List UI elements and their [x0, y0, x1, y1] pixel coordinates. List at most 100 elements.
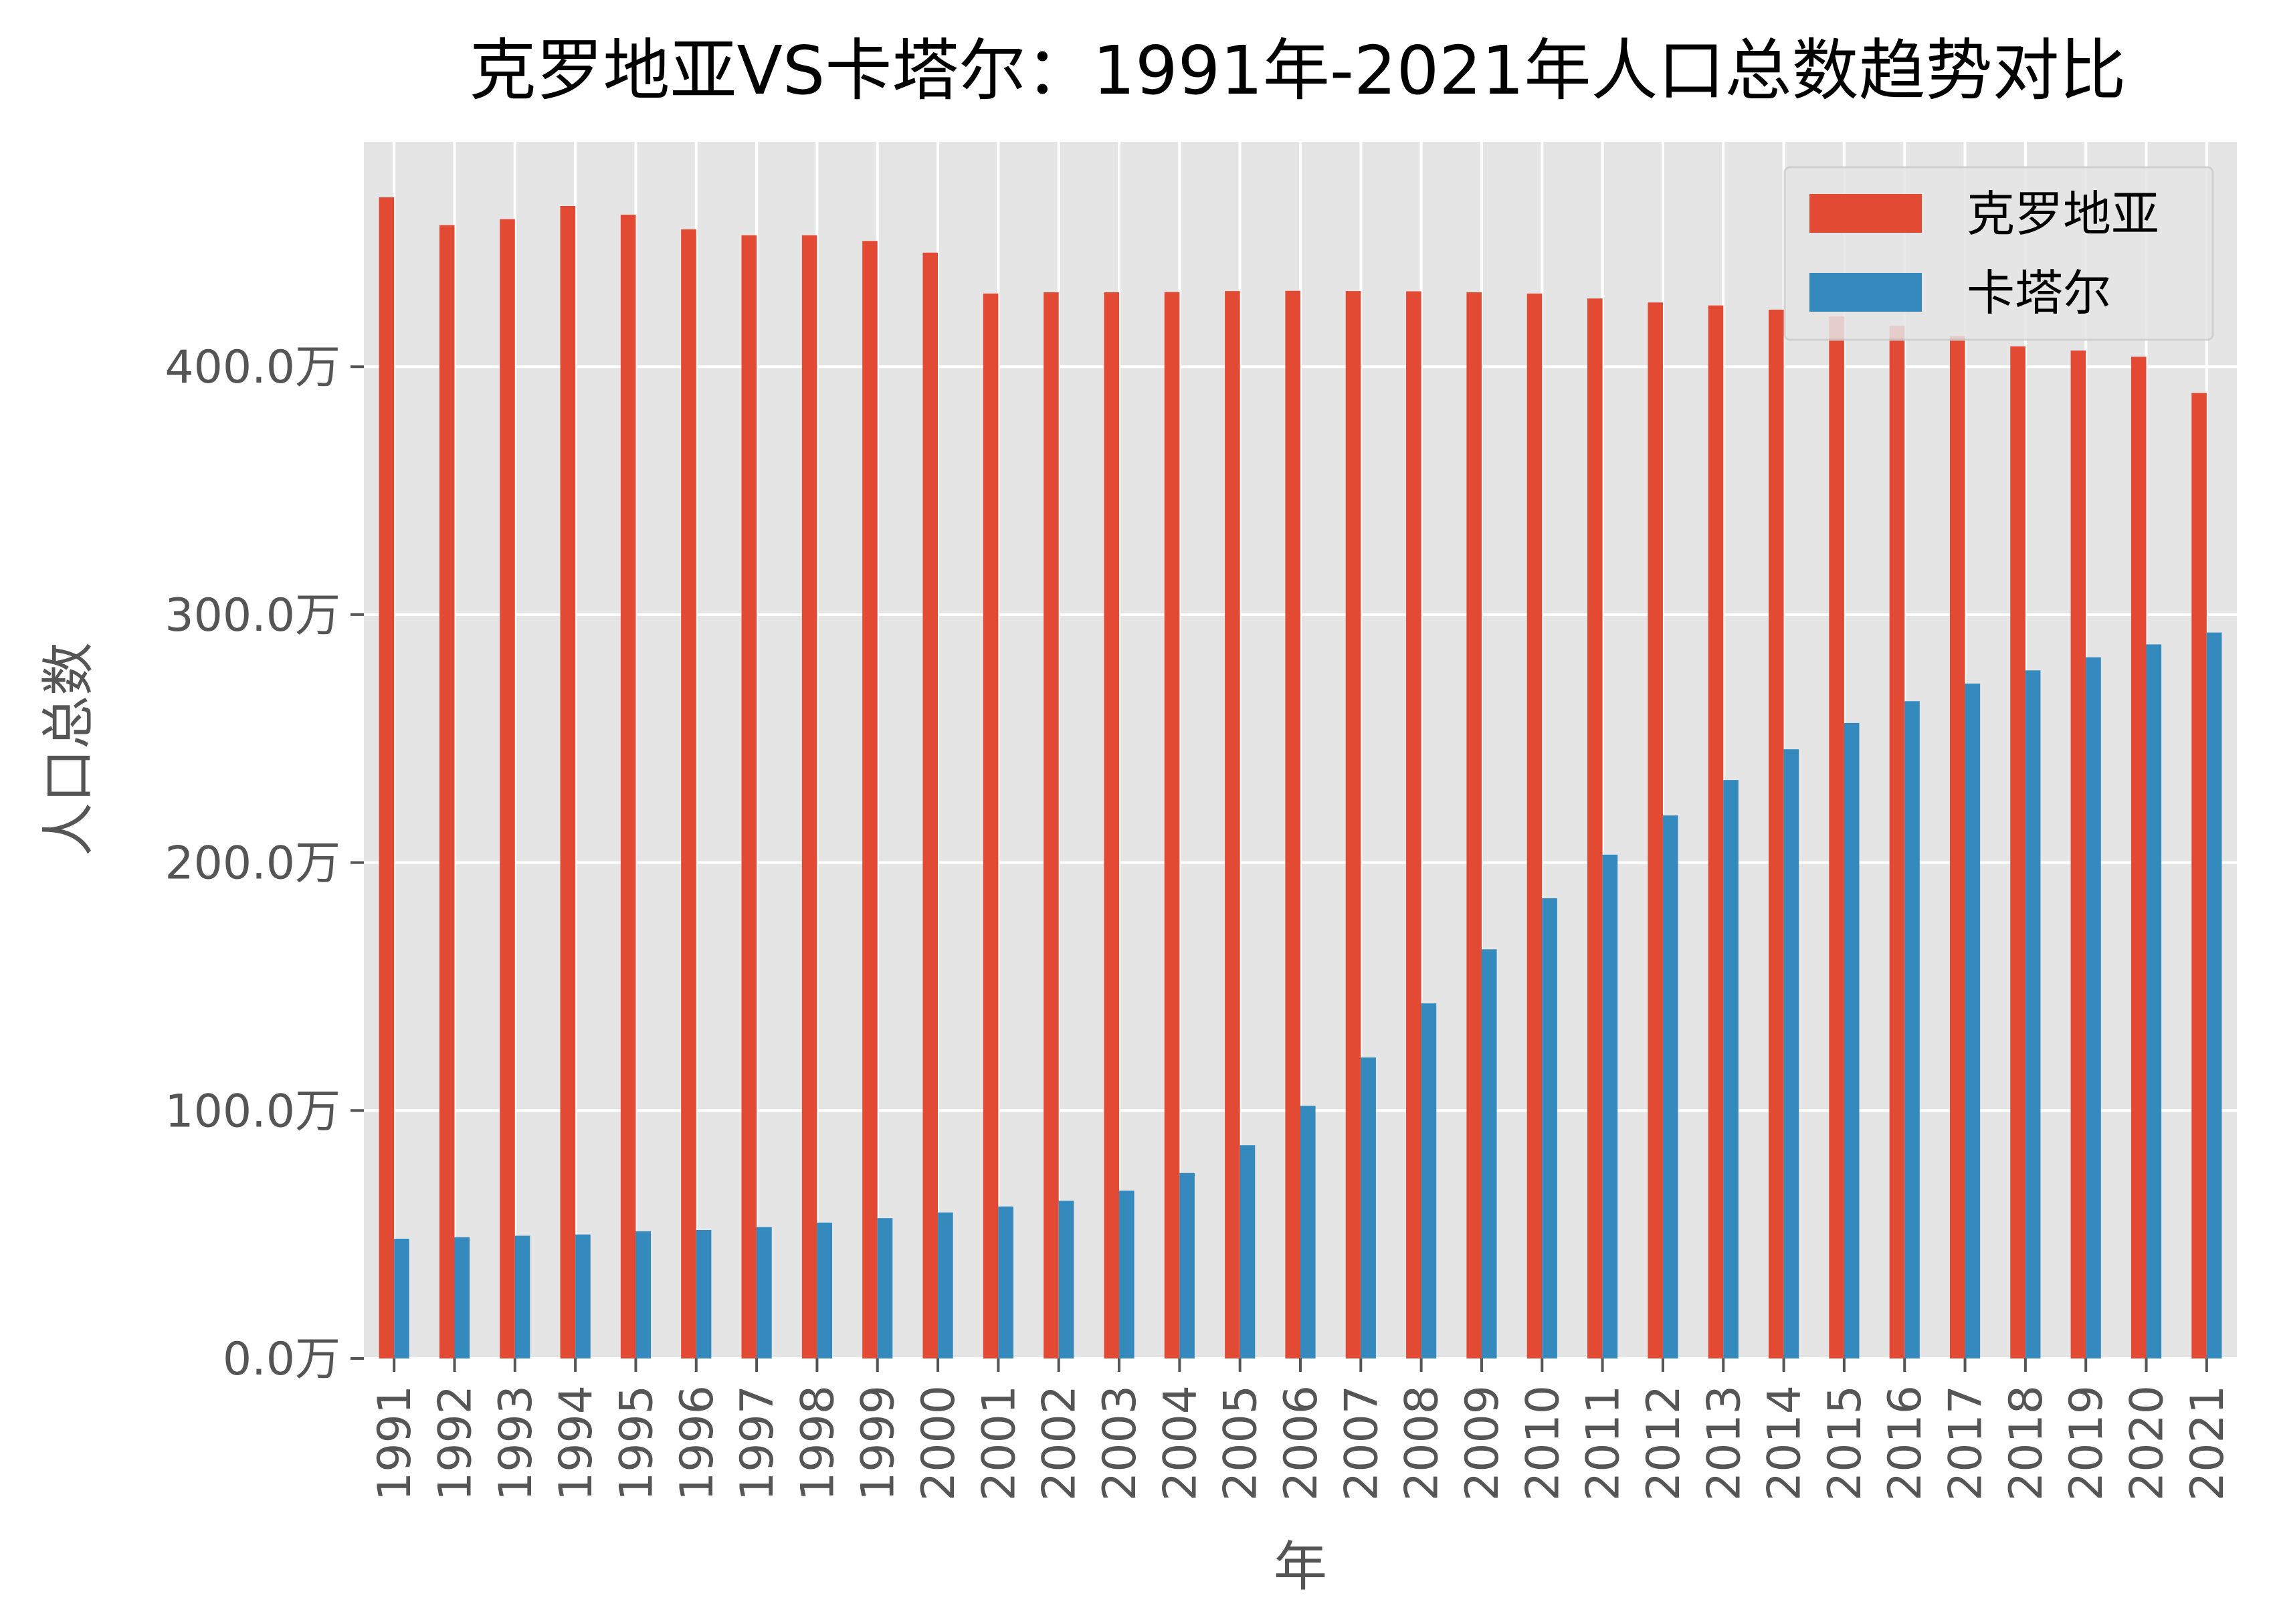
bar-qatar-2020 [2146, 644, 2162, 1358]
bar-qatar-2009 [1481, 949, 1497, 1358]
bar-croatia-2015 [1829, 316, 1844, 1358]
bar-croatia-2003 [1104, 292, 1120, 1358]
bar-croatia-2010 [1526, 293, 1543, 1359]
bar-croatia-2000 [922, 252, 938, 1358]
x-tick-label: 1994 [550, 1385, 603, 1501]
x-tick-label: 1991 [369, 1385, 421, 1501]
x-tick-label: 2018 [2000, 1385, 2053, 1501]
bar-qatar-1995 [635, 1231, 652, 1358]
x-tick-label: 2006 [1275, 1385, 1328, 1501]
bar-qatar-2016 [1904, 701, 1920, 1358]
bar-croatia-2021 [2191, 393, 2207, 1359]
bar-croatia-2008 [1406, 291, 1421, 1358]
bar-croatia-1996 [681, 229, 696, 1358]
legend: 克罗地亚 卡塔尔 [1783, 166, 2214, 341]
x-tick-label: 2003 [1094, 1385, 1147, 1501]
bar-qatar-1998 [817, 1222, 832, 1358]
bar-qatar-1992 [454, 1237, 470, 1358]
x-tick-label: 2007 [1335, 1385, 1388, 1501]
x-tick-label: 1993 [490, 1385, 542, 1501]
bar-qatar-2021 [2206, 632, 2222, 1359]
bar-croatia-2009 [1466, 292, 1482, 1358]
bar-croatia-1998 [801, 235, 817, 1359]
bar-qatar-2013 [1723, 780, 1739, 1358]
x-tick-label: 2019 [2060, 1385, 2113, 1501]
bar-qatar-1999 [877, 1218, 893, 1358]
bar-croatia-1997 [741, 235, 757, 1359]
bar-qatar-2008 [1421, 1003, 1437, 1358]
bar-qatar-1991 [394, 1238, 409, 1358]
bar-croatia-1992 [439, 225, 455, 1359]
bar-croatia-1999 [862, 241, 878, 1359]
y-tick-label: 100.0万 [165, 1085, 340, 1138]
x-tick-label: 2008 [1396, 1385, 1449, 1501]
bar-croatia-2006 [1285, 290, 1300, 1359]
legend-swatch-croatia [1809, 194, 1922, 233]
x-tick-label: 2010 [1516, 1385, 1569, 1501]
bar-croatia-2012 [1648, 302, 1663, 1358]
bar-croatia-1995 [620, 214, 636, 1358]
x-tick-label: 2005 [1215, 1385, 1268, 1501]
bar-croatia-1993 [500, 219, 515, 1358]
bar-croatia-2014 [1769, 309, 1784, 1359]
x-tick-label: 2000 [912, 1385, 965, 1501]
x-tick-label: 1992 [429, 1385, 482, 1501]
y-tick-label: 0.0万 [223, 1333, 340, 1386]
bar-qatar-2004 [1179, 1173, 1195, 1358]
bar-croatia-2005 [1225, 291, 1240, 1359]
bar-croatia-2018 [2010, 346, 2025, 1359]
bar-croatia-2001 [983, 293, 999, 1359]
y-tick-label: 200.0万 [165, 837, 340, 890]
x-tick-label: 1995 [610, 1385, 663, 1501]
x-tick-label: 2009 [1456, 1385, 1509, 1501]
bar-qatar-2000 [938, 1212, 953, 1358]
x-tick-label: 2013 [1698, 1385, 1751, 1501]
bar-croatia-1994 [560, 206, 576, 1358]
bar-qatar-2012 [1662, 815, 1678, 1358]
x-tick-label: 1998 [791, 1385, 844, 1501]
bar-qatar-2003 [1119, 1191, 1134, 1358]
x-tick-label: 1996 [671, 1385, 724, 1501]
bar-croatia-2020 [2131, 357, 2147, 1358]
legend-label-qatar: 卡塔尔 [1967, 265, 2111, 321]
x-tick-label: 2014 [1759, 1385, 1811, 1501]
x-tick-label: 2002 [1033, 1385, 1086, 1501]
bar-croatia-2016 [1889, 326, 1905, 1358]
bar-croatia-2013 [1708, 305, 1724, 1358]
y-axis-label: 人口总数 [37, 642, 100, 856]
x-tick-label: 2016 [1879, 1385, 1932, 1501]
bar-croatia-2019 [2070, 350, 2086, 1358]
bar-qatar-2011 [1602, 854, 1618, 1358]
x-tick-label: 2012 [1638, 1385, 1690, 1501]
bar-qatar-1994 [575, 1234, 591, 1358]
bar-qatar-1993 [514, 1235, 530, 1358]
y-tick-label: 400.0万 [165, 341, 340, 394]
x-tick-label: 2011 [1577, 1385, 1630, 1501]
x-tick-label: 1997 [731, 1385, 784, 1501]
bar-qatar-2006 [1300, 1106, 1316, 1358]
bar-croatia-1991 [379, 197, 395, 1359]
bar-croatia-2002 [1044, 292, 1059, 1358]
x-tick-label: 2017 [1940, 1385, 1993, 1501]
bar-qatar-2010 [1542, 898, 1557, 1358]
bar-croatia-2007 [1345, 291, 1361, 1359]
bar-qatar-1996 [696, 1229, 712, 1358]
bar-qatar-2001 [998, 1206, 1013, 1358]
x-tick-label: 2015 [1819, 1385, 1872, 1501]
bar-croatia-2017 [1949, 336, 1965, 1358]
chart-title: 克罗地亚VS卡塔尔：1991年-2021年人口总数趋势对比 [470, 31, 2127, 110]
x-tick-label: 2004 [1154, 1385, 1207, 1501]
bar-croatia-2004 [1164, 292, 1180, 1358]
x-axis-label: 年 [1274, 1536, 1327, 1598]
legend-label-croatia: 克罗地亚 [1967, 186, 2159, 242]
bar-qatar-2017 [1965, 683, 1981, 1358]
x-tick-label: 1999 [852, 1385, 905, 1501]
bar-qatar-2007 [1361, 1057, 1376, 1358]
bar-qatar-2002 [1058, 1201, 1074, 1358]
bar-qatar-1997 [757, 1227, 772, 1358]
bar-qatar-2015 [1844, 722, 1860, 1358]
bar-qatar-2005 [1240, 1145, 1256, 1358]
bar-croatia-2011 [1587, 298, 1603, 1359]
x-tick-label: 2021 [2181, 1385, 2234, 1501]
